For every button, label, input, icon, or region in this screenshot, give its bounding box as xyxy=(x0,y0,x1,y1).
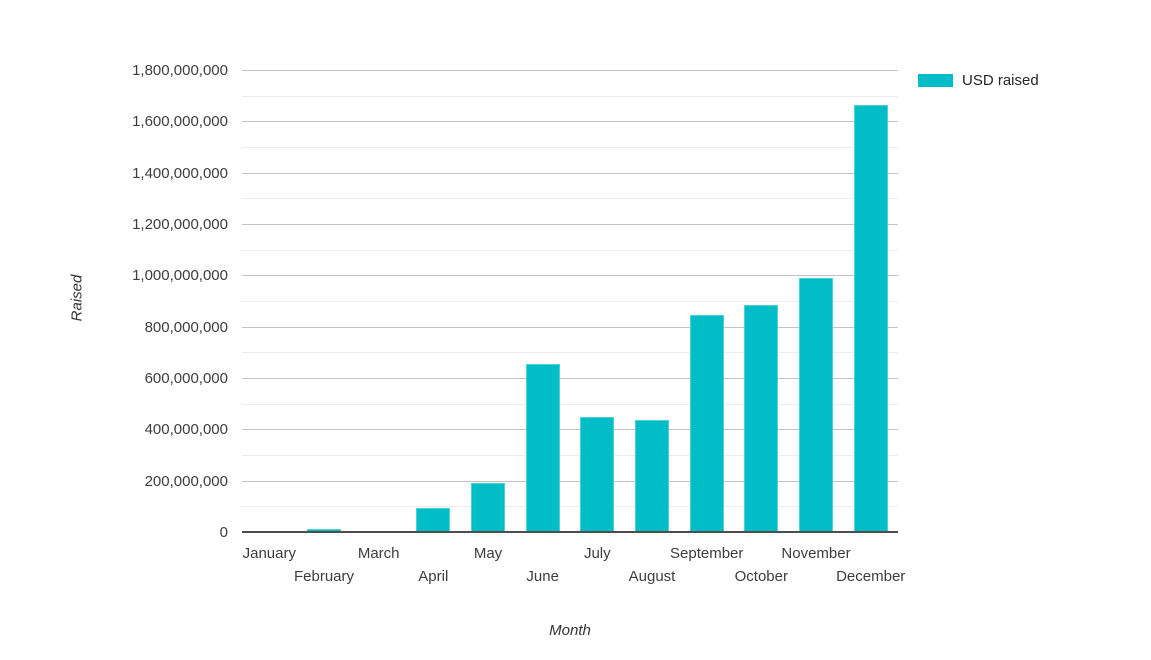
bar-august[interactable] xyxy=(635,419,669,532)
minor-gridline xyxy=(242,506,898,508)
y-tick-label: 1,800,000,000 xyxy=(132,62,228,79)
x-axis-title: Month xyxy=(549,622,591,639)
bar-june[interactable] xyxy=(525,364,560,532)
minor-gridline xyxy=(242,352,898,354)
y-tick-label: 0 xyxy=(219,524,228,541)
minor-gridline xyxy=(242,95,898,97)
major-gridline xyxy=(242,172,898,174)
major-gridline xyxy=(242,378,898,379)
legend[interactable]: USD raised xyxy=(918,72,1039,89)
major-gridline xyxy=(242,70,898,71)
bar-november[interactable] xyxy=(799,277,833,532)
y-axis-title: Raised xyxy=(68,274,86,322)
y-tick-label: 1,600,000,000 xyxy=(132,113,228,131)
minor-gridline xyxy=(242,403,898,405)
x-tick-label-april: April xyxy=(418,568,449,585)
minor-gridline xyxy=(242,198,898,200)
bar-september[interactable] xyxy=(689,315,724,532)
x-tick-label-may: May xyxy=(473,545,503,562)
bar-october[interactable] xyxy=(744,305,779,532)
major-gridline xyxy=(242,275,898,277)
y-tick-label: 800,000,000 xyxy=(144,318,228,336)
minor-gridline xyxy=(242,147,898,148)
major-gridline xyxy=(242,224,898,225)
x-tick-label-november: November xyxy=(781,545,851,562)
x-tick-label-august: August xyxy=(628,568,676,585)
bar-february[interactable] xyxy=(307,529,341,532)
x-tick-label-september: September xyxy=(670,545,744,562)
x-tick-label-october: October xyxy=(734,568,788,585)
y-tick-label: 400,000,000 xyxy=(144,421,228,439)
x-tick-label-march: March xyxy=(357,545,400,562)
x-tick-label-february: February xyxy=(293,568,355,585)
x-tick-label-july: July xyxy=(583,545,611,562)
y-tick-label: 1,000,000,000 xyxy=(132,267,228,285)
bar-may[interactable] xyxy=(471,482,505,532)
y-tick-label: 1,400,000,000 xyxy=(132,164,228,182)
x-tick-label-june: June xyxy=(526,568,559,585)
legend-label: USD raised xyxy=(962,72,1039,89)
legend-swatch-icon xyxy=(918,74,953,87)
plot-area xyxy=(242,70,898,533)
y-tick-label: 200,000,000 xyxy=(144,472,228,490)
x-tick-label-january: January xyxy=(242,545,296,562)
major-gridline xyxy=(242,480,898,482)
minor-gridline xyxy=(242,455,898,456)
y-tick-label: 1,200,000,000 xyxy=(132,216,228,233)
major-gridline xyxy=(242,326,898,328)
bar-july[interactable] xyxy=(580,416,615,532)
major-gridline xyxy=(242,429,898,431)
minor-gridline xyxy=(242,249,898,251)
y-tick-label: 600,000,000 xyxy=(144,370,228,387)
major-gridline xyxy=(242,121,898,123)
bar-april[interactable] xyxy=(416,507,451,532)
x-tick-label-december: December xyxy=(836,568,906,585)
x-axis-baseline xyxy=(242,531,898,533)
bar-december[interactable] xyxy=(853,104,888,532)
minor-gridline xyxy=(242,301,898,302)
